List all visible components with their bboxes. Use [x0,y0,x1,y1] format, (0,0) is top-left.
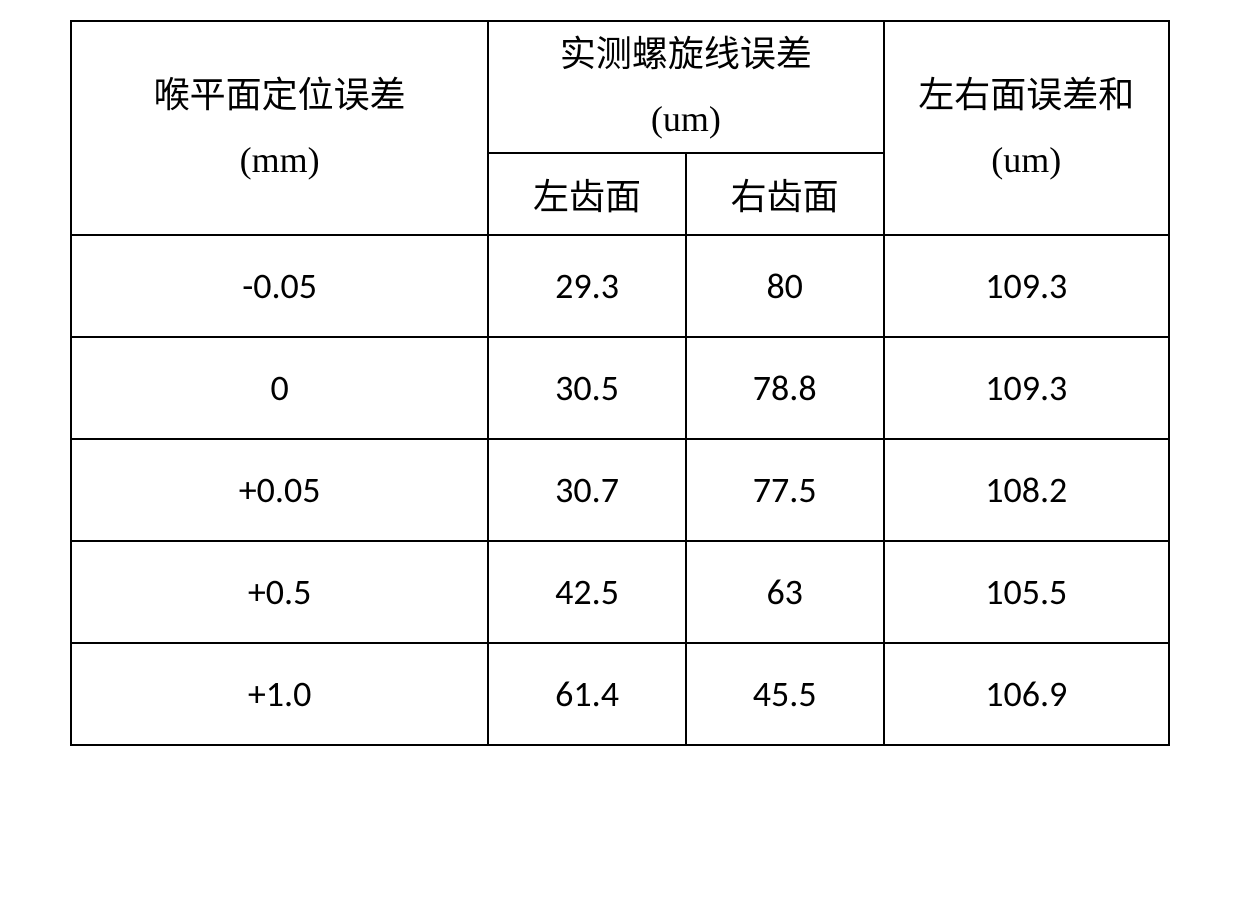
cell-position-error: +0.05 [71,439,488,541]
table-row: -0.05 29.3 80 109.3 [71,235,1169,337]
cell-right-face: 63 [686,541,884,643]
cell-sum: 106.9 [884,643,1170,745]
header-col4-line1: 左右面误差和 [885,63,1169,128]
header-row-1: 喉平面定位误差 (mm) 实测螺旋线误差 (um) 左右面误差和 (um) [71,21,1169,153]
header-col2-line2: (um) [489,87,882,152]
header-right-tooth-face: 右齿面 [686,153,884,235]
cell-sum: 105.5 [884,541,1170,643]
cell-position-error: 0 [71,337,488,439]
cell-left-face: 30.5 [488,337,686,439]
cell-left-face: 30.7 [488,439,686,541]
cell-right-face: 45.5 [686,643,884,745]
cell-position-error: +0.5 [71,541,488,643]
cell-sum: 109.3 [884,337,1170,439]
header-left-right-error-sum: 左右面误差和 (um) [884,21,1170,235]
header-throat-plane-error: 喉平面定位误差 (mm) [71,21,488,235]
cell-sum: 109.3 [884,235,1170,337]
cell-left-face: 42.5 [488,541,686,643]
header-left-tooth-face: 左齿面 [488,153,686,235]
cell-right-face: 77.5 [686,439,884,541]
table-row: 0 30.5 78.8 109.3 [71,337,1169,439]
table-row: +0.05 30.7 77.5 108.2 [71,439,1169,541]
cell-left-face: 61.4 [488,643,686,745]
header-col4-line2: (um) [885,128,1169,193]
cell-right-face: 80 [686,235,884,337]
data-table: 喉平面定位误差 (mm) 实测螺旋线误差 (um) 左右面误差和 (um) 左齿… [70,20,1170,746]
header-col1-line1: 喉平面定位误差 [72,63,487,128]
cell-sum: 108.2 [884,439,1170,541]
header-measured-helix-error: 实测螺旋线误差 (um) [488,21,883,153]
cell-position-error: -0.05 [71,235,488,337]
table-row: +1.0 61.4 45.5 106.9 [71,643,1169,745]
cell-position-error: +1.0 [71,643,488,745]
cell-right-face: 78.8 [686,337,884,439]
cell-left-face: 29.3 [488,235,686,337]
header-col1-line2: (mm) [72,128,487,193]
table-row: +0.5 42.5 63 105.5 [71,541,1169,643]
header-col2-line1: 实测螺旋线误差 [489,22,882,87]
table-container: 喉平面定位误差 (mm) 实测螺旋线误差 (um) 左右面误差和 (um) 左齿… [70,20,1170,746]
